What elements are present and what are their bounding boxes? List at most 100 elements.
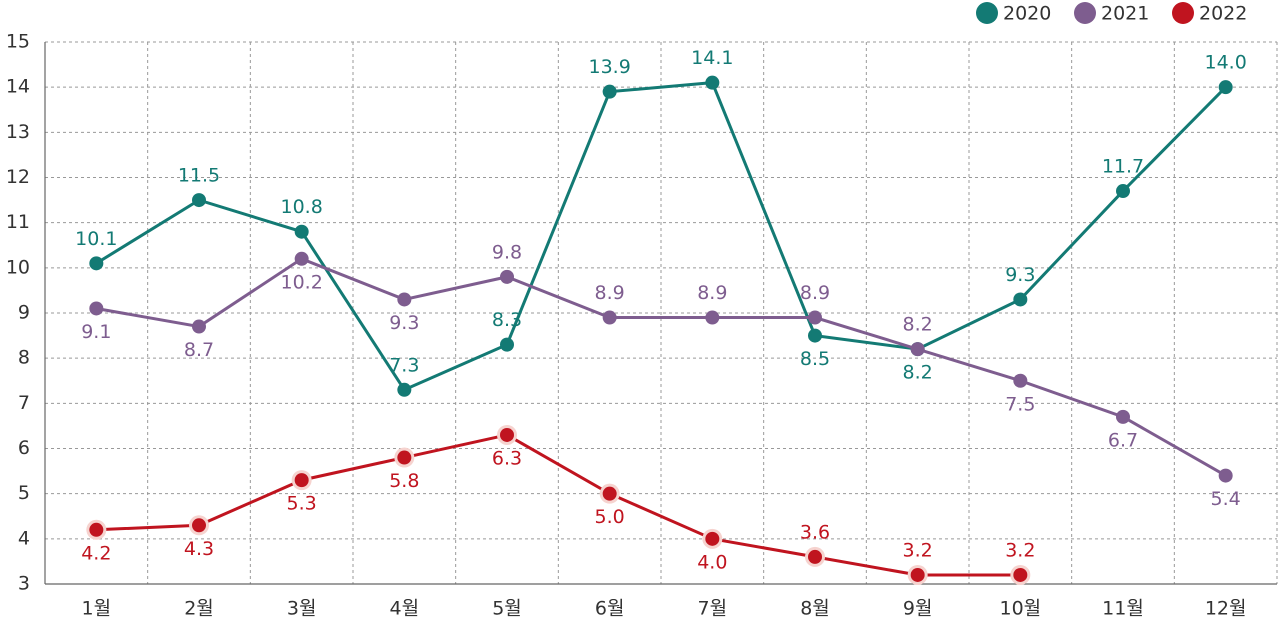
x-tick-label: 9월 — [903, 598, 933, 620]
marker — [1013, 292, 1028, 307]
y-tick-label: 8 — [18, 347, 30, 369]
legend-marker — [1074, 2, 1096, 24]
marker — [1116, 409, 1130, 424]
legend-label: 2021 — [1101, 3, 1149, 25]
marker — [192, 518, 206, 533]
data-label: 14.0 — [1205, 52, 1247, 74]
marker — [808, 549, 822, 564]
data-label: 5.4 — [1211, 488, 1241, 510]
data-label: 11.5 — [178, 165, 220, 187]
data-label: 6.3 — [492, 447, 522, 469]
data-label: 9.8 — [492, 241, 522, 263]
marker — [705, 75, 720, 90]
x-tick-label: 2월 — [184, 598, 214, 620]
data-label: 11.7 — [1102, 156, 1144, 178]
marker — [705, 310, 720, 325]
data-label: 3.2 — [903, 539, 933, 561]
data-label: 9.3 — [389, 312, 419, 334]
marker — [89, 256, 104, 271]
data-label: 14.1 — [691, 47, 733, 69]
marker — [294, 224, 309, 239]
series-line — [96, 257, 1227, 477]
data-label: 8.2 — [903, 362, 933, 384]
marker — [500, 269, 514, 284]
series-line — [96, 433, 1021, 577]
data-label: 3.6 — [800, 521, 830, 543]
marker — [294, 473, 309, 488]
y-tick-label: 5 — [18, 482, 30, 504]
x-tick-label: 7월 — [698, 598, 728, 620]
data-label: 7.5 — [1005, 393, 1035, 415]
x-tick-label: 11월 — [1102, 598, 1144, 620]
y-tick-label: 9 — [18, 302, 30, 324]
data-label: 10.1 — [75, 228, 117, 250]
x-tick-label: 3월 — [287, 598, 317, 620]
legend-label: 2022 — [1199, 3, 1247, 25]
data-label: 4.2 — [81, 542, 111, 564]
marker — [808, 310, 822, 325]
marker — [397, 292, 412, 307]
marker — [602, 310, 617, 325]
x-tick-label: 6월 — [595, 598, 625, 620]
data-label: 5.0 — [595, 506, 625, 528]
data-label: 6.7 — [1108, 429, 1138, 451]
series-line — [95, 81, 1227, 392]
legend-label: 2020 — [1003, 3, 1051, 25]
y-tick-label: 13 — [6, 121, 30, 143]
y-tick-label: 7 — [18, 392, 30, 414]
marker — [808, 328, 822, 343]
marker — [500, 427, 514, 442]
marker — [910, 567, 925, 582]
data-label: 4.0 — [697, 551, 727, 573]
marker — [294, 251, 309, 266]
data-label: 8.9 — [800, 282, 830, 304]
marker — [1116, 184, 1130, 199]
y-tick-label: 11 — [6, 211, 30, 233]
marker — [500, 337, 514, 352]
data-label: 9.3 — [1005, 264, 1035, 286]
marker — [705, 531, 720, 546]
legend-marker — [976, 2, 998, 24]
marker — [1218, 80, 1233, 95]
legend-marker — [1172, 2, 1194, 24]
x-tick-label: 8월 — [800, 598, 830, 620]
x-tick-label: 1월 — [82, 598, 112, 620]
marker — [89, 522, 104, 537]
y-tick-label: 4 — [18, 527, 30, 549]
marker — [192, 193, 206, 208]
data-label: 3.2 — [1005, 539, 1035, 561]
marker — [1013, 373, 1028, 388]
data-label: 10.2 — [281, 271, 323, 293]
data-label: 8.7 — [184, 339, 214, 361]
y-tick-label: 6 — [18, 437, 30, 459]
data-label: 8.9 — [595, 282, 625, 304]
data-label: 4.3 — [184, 538, 214, 560]
marker — [1218, 468, 1233, 483]
x-tick-label: 10월 — [999, 598, 1041, 620]
marker — [192, 319, 206, 334]
data-label: 9.1 — [81, 321, 111, 343]
marker — [397, 382, 412, 397]
y-tick-label: 10 — [6, 256, 30, 278]
y-tick-label: 14 — [6, 76, 30, 98]
x-tick-label: 5월 — [492, 598, 522, 620]
x-tick-label: 12월 — [1205, 598, 1247, 620]
marker — [602, 84, 617, 99]
data-label: 8.9 — [697, 282, 727, 304]
data-label: 5.3 — [287, 493, 317, 515]
marker — [1013, 567, 1028, 582]
data-label: 10.8 — [281, 196, 323, 218]
y-tick-label: 15 — [6, 31, 30, 53]
data-label: 8.5 — [800, 348, 830, 370]
marker — [910, 342, 925, 357]
marker — [397, 450, 412, 465]
marker — [89, 301, 104, 316]
data-label: 8.3 — [492, 309, 522, 331]
data-label: 5.8 — [389, 470, 419, 492]
data-label: 7.3 — [389, 354, 419, 376]
marker — [602, 486, 617, 501]
y-tick-label: 12 — [6, 166, 30, 188]
data-label: 8.2 — [903, 314, 933, 336]
data-label: 13.9 — [589, 56, 631, 78]
